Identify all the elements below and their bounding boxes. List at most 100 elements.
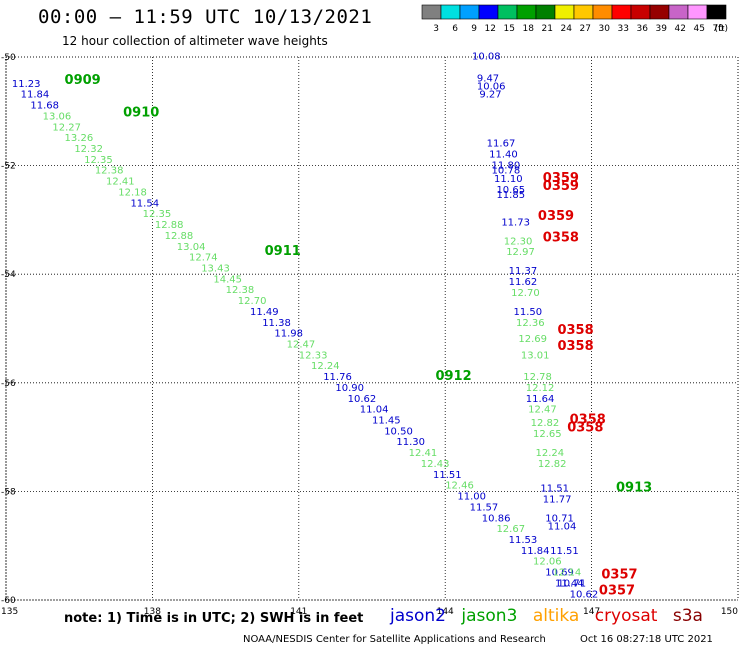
- legend-value-3: 3: [433, 24, 439, 34]
- map-frame: [5, 56, 739, 601]
- observation-jason2: 11.64: [526, 394, 555, 405]
- legend-swatch-27: [573, 4, 594, 20]
- satellite-legend: jason2 jason3 altika cryosat s3a: [390, 606, 713, 626]
- satellite-pass-labels: 0909091009110912091303590359035903580358…: [65, 73, 653, 598]
- observation-jason2: 11.10: [494, 174, 523, 185]
- observation-jason3_light: 12.82: [538, 459, 567, 470]
- observation-jason3_light: 12.33: [299, 350, 328, 361]
- observation-jason2: 11.23: [12, 79, 41, 90]
- observation-jason2: 11.77: [543, 494, 572, 505]
- observation-jason3_light: 12.36: [516, 318, 545, 329]
- legend-value-9: 9: [471, 24, 477, 34]
- observation-jason2: 11.53: [509, 535, 538, 546]
- observation-jason2: 10.62: [570, 589, 599, 600]
- observation-jason3_light: 12.32: [74, 144, 103, 155]
- pass-label-jason3: 0910: [123, 106, 159, 121]
- legend-swatch-15: [497, 4, 518, 20]
- observation-jason3_light: 12.46: [445, 481, 474, 492]
- legend-value-24: 24: [561, 24, 573, 34]
- observation-jason3_light: 12.38: [226, 285, 255, 296]
- legend-swatch-30: [592, 4, 613, 20]
- observation-jason3_light: 12.88: [155, 220, 184, 231]
- legend-value-21: 21: [542, 24, 553, 34]
- pass-label-cryosat: 0359: [543, 179, 579, 194]
- observation-jason2: 11.68: [30, 101, 59, 112]
- observation-jason2: 10.71: [545, 513, 574, 524]
- observation-jason3_light: 13.01: [521, 350, 550, 361]
- observation-jason2: 11.57: [470, 502, 499, 513]
- legend-value-12: 12: [485, 24, 496, 34]
- observation-jason3_light: 12.27: [52, 122, 81, 133]
- observation-jason3_light: 12.12: [526, 383, 555, 394]
- observation-jason2: 11.98: [274, 329, 303, 340]
- observation-jason2: 10.50: [384, 426, 413, 437]
- observation-jason3_light: 12.06: [533, 557, 562, 568]
- observation-jason2: 11.51: [550, 546, 579, 557]
- observation-jason2: 11.67: [487, 139, 516, 150]
- observation-jason2: 11.00: [457, 492, 486, 503]
- y-tick--56: -56: [1, 379, 16, 389]
- pass-label-cryosat: 0359: [538, 209, 574, 224]
- y-tick--50: -50: [1, 53, 16, 63]
- observation-jason2: 10.65: [496, 185, 525, 196]
- observation-jason2: 11.76: [323, 372, 352, 383]
- observation-jason2: 10.69: [545, 568, 574, 579]
- observation-jason3_light: 12.78: [523, 372, 552, 383]
- observation-jason3_light: 13.26: [65, 133, 94, 144]
- pass-label-cryosat: 0357: [601, 567, 637, 582]
- observation-jason3_light: 12.41: [409, 448, 438, 459]
- observation-jason3_light: 12.82: [531, 418, 560, 429]
- observation-jason2: 11.84: [21, 90, 50, 101]
- observation-jason3_light: 13.43: [201, 263, 230, 274]
- observation-jason3_light: 12.69: [518, 334, 547, 345]
- observation-jason3_light: 12.67: [496, 524, 525, 535]
- x-tick-138: 138: [144, 607, 161, 617]
- observation-jason2: 11.84: [521, 546, 550, 557]
- wave-height-color-legend: 3 6 9 12 15 18 21 24 27 30 33 36 39 42 45 70(ft): [421, 4, 728, 34]
- observation-jason3_light: 13.04: [177, 242, 206, 253]
- observation-jason2: 10.08: [472, 52, 501, 63]
- legend-swatch-24: [554, 4, 575, 20]
- x-tick-141: 141: [290, 607, 307, 617]
- pass-label-cryosat: 0358: [557, 339, 593, 354]
- observation-jason3_light: 12.18: [118, 187, 147, 198]
- footer-note: note: 1) Time is in UTC; 2) SWH is in fe…: [64, 611, 364, 626]
- map-axis-ticks: 135 138 141 144 147 150 -50 -52 -54 -56 -58 -60: [1, 53, 738, 617]
- legend-value-39: 39: [656, 24, 668, 34]
- legend-swatch-42: [668, 4, 689, 20]
- observation-jason2: 11.73: [501, 217, 530, 228]
- pass-label-jason3: 0912: [435, 369, 471, 384]
- observation-jason2: 11.04: [360, 405, 389, 416]
- x-tick-144: 144: [437, 607, 454, 617]
- observation-jason3_light: 12.65: [533, 429, 562, 440]
- observation-jason2: 10.86: [482, 513, 511, 524]
- observation-jason2: 11.45: [372, 416, 401, 427]
- observation-jason2: 10.90: [335, 383, 364, 394]
- legend-swatch-3: [421, 4, 442, 20]
- legend-value-42: 42: [675, 24, 686, 34]
- map-subtitle: 12 hour collection of altimeter wave hei…: [62, 34, 328, 48]
- pass-label-cryosat: 0358: [543, 231, 579, 246]
- legend-cryosat: cryosat: [594, 606, 658, 626]
- observation-jason2: 11.51: [540, 483, 569, 494]
- legend-value-70: 70: [713, 24, 725, 34]
- observation-jason2: 11.49: [250, 307, 279, 318]
- observation-jason3_light: 12.41: [106, 177, 135, 188]
- legend-swatch-6: [440, 4, 461, 20]
- observation-jason2: 11.38: [262, 318, 291, 329]
- generation-timestamp: Oct 16 08:27:18 UTC 2021: [580, 634, 713, 645]
- legend-swatch-21: [535, 4, 556, 20]
- observation-jason3_light: 12.70: [238, 296, 267, 307]
- legend-value-27: 27: [580, 24, 591, 34]
- y-tick--54: -54: [1, 270, 16, 280]
- legend-value-36: 36: [637, 24, 649, 34]
- observation-jason3_light: 12.35: [84, 155, 113, 166]
- pass-label-jason3: 0913: [616, 480, 652, 495]
- observation-jason2: 11.54: [130, 198, 159, 209]
- y-tick--52: -52: [1, 162, 16, 172]
- x-tick-135: 135: [1, 607, 18, 617]
- x-tick-147: 147: [583, 607, 600, 617]
- observation-jason3_light: 12.24: [535, 448, 564, 459]
- legend-value-15: 15: [504, 24, 515, 34]
